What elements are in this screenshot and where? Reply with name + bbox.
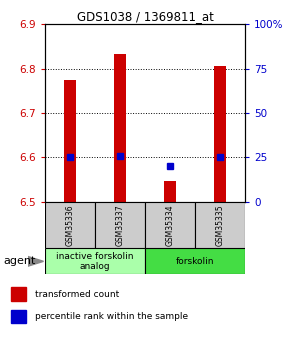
Text: GSM35337: GSM35337 xyxy=(115,204,124,246)
Bar xyxy=(145,202,195,248)
Text: forskolin: forskolin xyxy=(176,257,214,266)
Text: agent: agent xyxy=(3,256,35,266)
Text: GSM35335: GSM35335 xyxy=(215,204,224,246)
Bar xyxy=(195,202,245,248)
Bar xyxy=(45,248,145,274)
Text: GSM35336: GSM35336 xyxy=(66,204,75,246)
Title: GDS1038 / 1369811_at: GDS1038 / 1369811_at xyxy=(77,10,213,23)
Bar xyxy=(95,202,145,248)
Bar xyxy=(164,180,176,202)
Text: transformed count: transformed count xyxy=(35,289,119,299)
Text: GSM35334: GSM35334 xyxy=(166,204,175,246)
Polygon shape xyxy=(28,256,44,266)
Bar xyxy=(214,66,226,202)
Text: percentile rank within the sample: percentile rank within the sample xyxy=(35,312,188,321)
Bar xyxy=(11,310,26,323)
Bar xyxy=(145,248,245,274)
Bar xyxy=(11,287,26,301)
Bar xyxy=(64,80,76,202)
Bar xyxy=(45,202,95,248)
Text: inactive forskolin
analog: inactive forskolin analog xyxy=(56,252,134,271)
Bar xyxy=(114,55,126,202)
